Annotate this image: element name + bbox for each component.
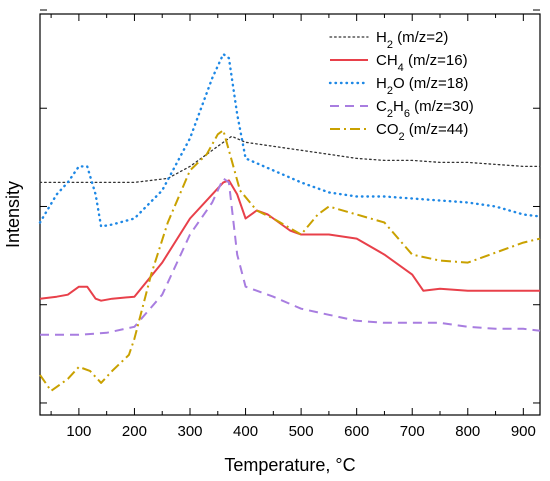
series-line-3 — [38, 52, 542, 228]
x-tick-label: 800 — [455, 423, 480, 440]
x-tick-label: 100 — [66, 423, 91, 440]
series-line-1 — [39, 135, 541, 184]
x-tick-label: 300 — [177, 423, 202, 440]
series-line-5 — [39, 129, 541, 392]
legend-label: C2H6 (m/z=30) — [376, 98, 474, 120]
y-axis-label: Intensity — [3, 181, 23, 248]
plot-area — [39, 13, 541, 416]
series-line-4 — [40, 177, 541, 336]
x-tick-label: 900 — [511, 423, 536, 440]
plot-frame — [39, 13, 541, 416]
legend-label: CO2 (m/z=44) — [376, 121, 468, 143]
x-tick-label: 400 — [233, 423, 258, 440]
series-line-2 — [39, 179, 540, 302]
x-tick-label: 700 — [400, 423, 425, 440]
x-tick-label: 600 — [344, 423, 369, 440]
x-tick-label: 500 — [289, 423, 314, 440]
legend-label: H2 (m/z=2) — [376, 29, 448, 51]
ticks-group: 100 200 300 400 500 600 700 800 900 — [40, 9, 540, 440]
x-tick-label: 200 — [122, 423, 147, 440]
legend-label: CH4 (m/z=16) — [376, 52, 468, 74]
x-axis-label: Temperature, °C — [224, 455, 355, 475]
legend: H2 (m/z=2)CH4 (m/z=16)H2O (m/z=18)C2H6 (… — [328, 29, 474, 143]
series-group — [38, 52, 542, 392]
legend-label: H2O (m/z=18) — [376, 75, 468, 97]
